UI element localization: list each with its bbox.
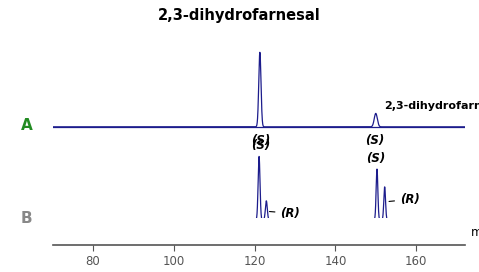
Text: (R): (R) [389,193,420,206]
Text: 2,3-dihydrofarnesal: 2,3-dihydrofarnesal [158,8,321,23]
Text: (S): (S) [251,134,271,147]
Text: (S): (S) [365,134,385,147]
Text: (R): (R) [270,207,300,220]
Text: 2,3-dihydrofarnesol: 2,3-dihydrofarnesol [384,101,479,111]
Text: A: A [21,118,33,133]
Text: (S): (S) [251,139,270,152]
Text: min: min [471,226,479,239]
Text: B: B [21,211,33,226]
Text: (S): (S) [366,152,386,165]
